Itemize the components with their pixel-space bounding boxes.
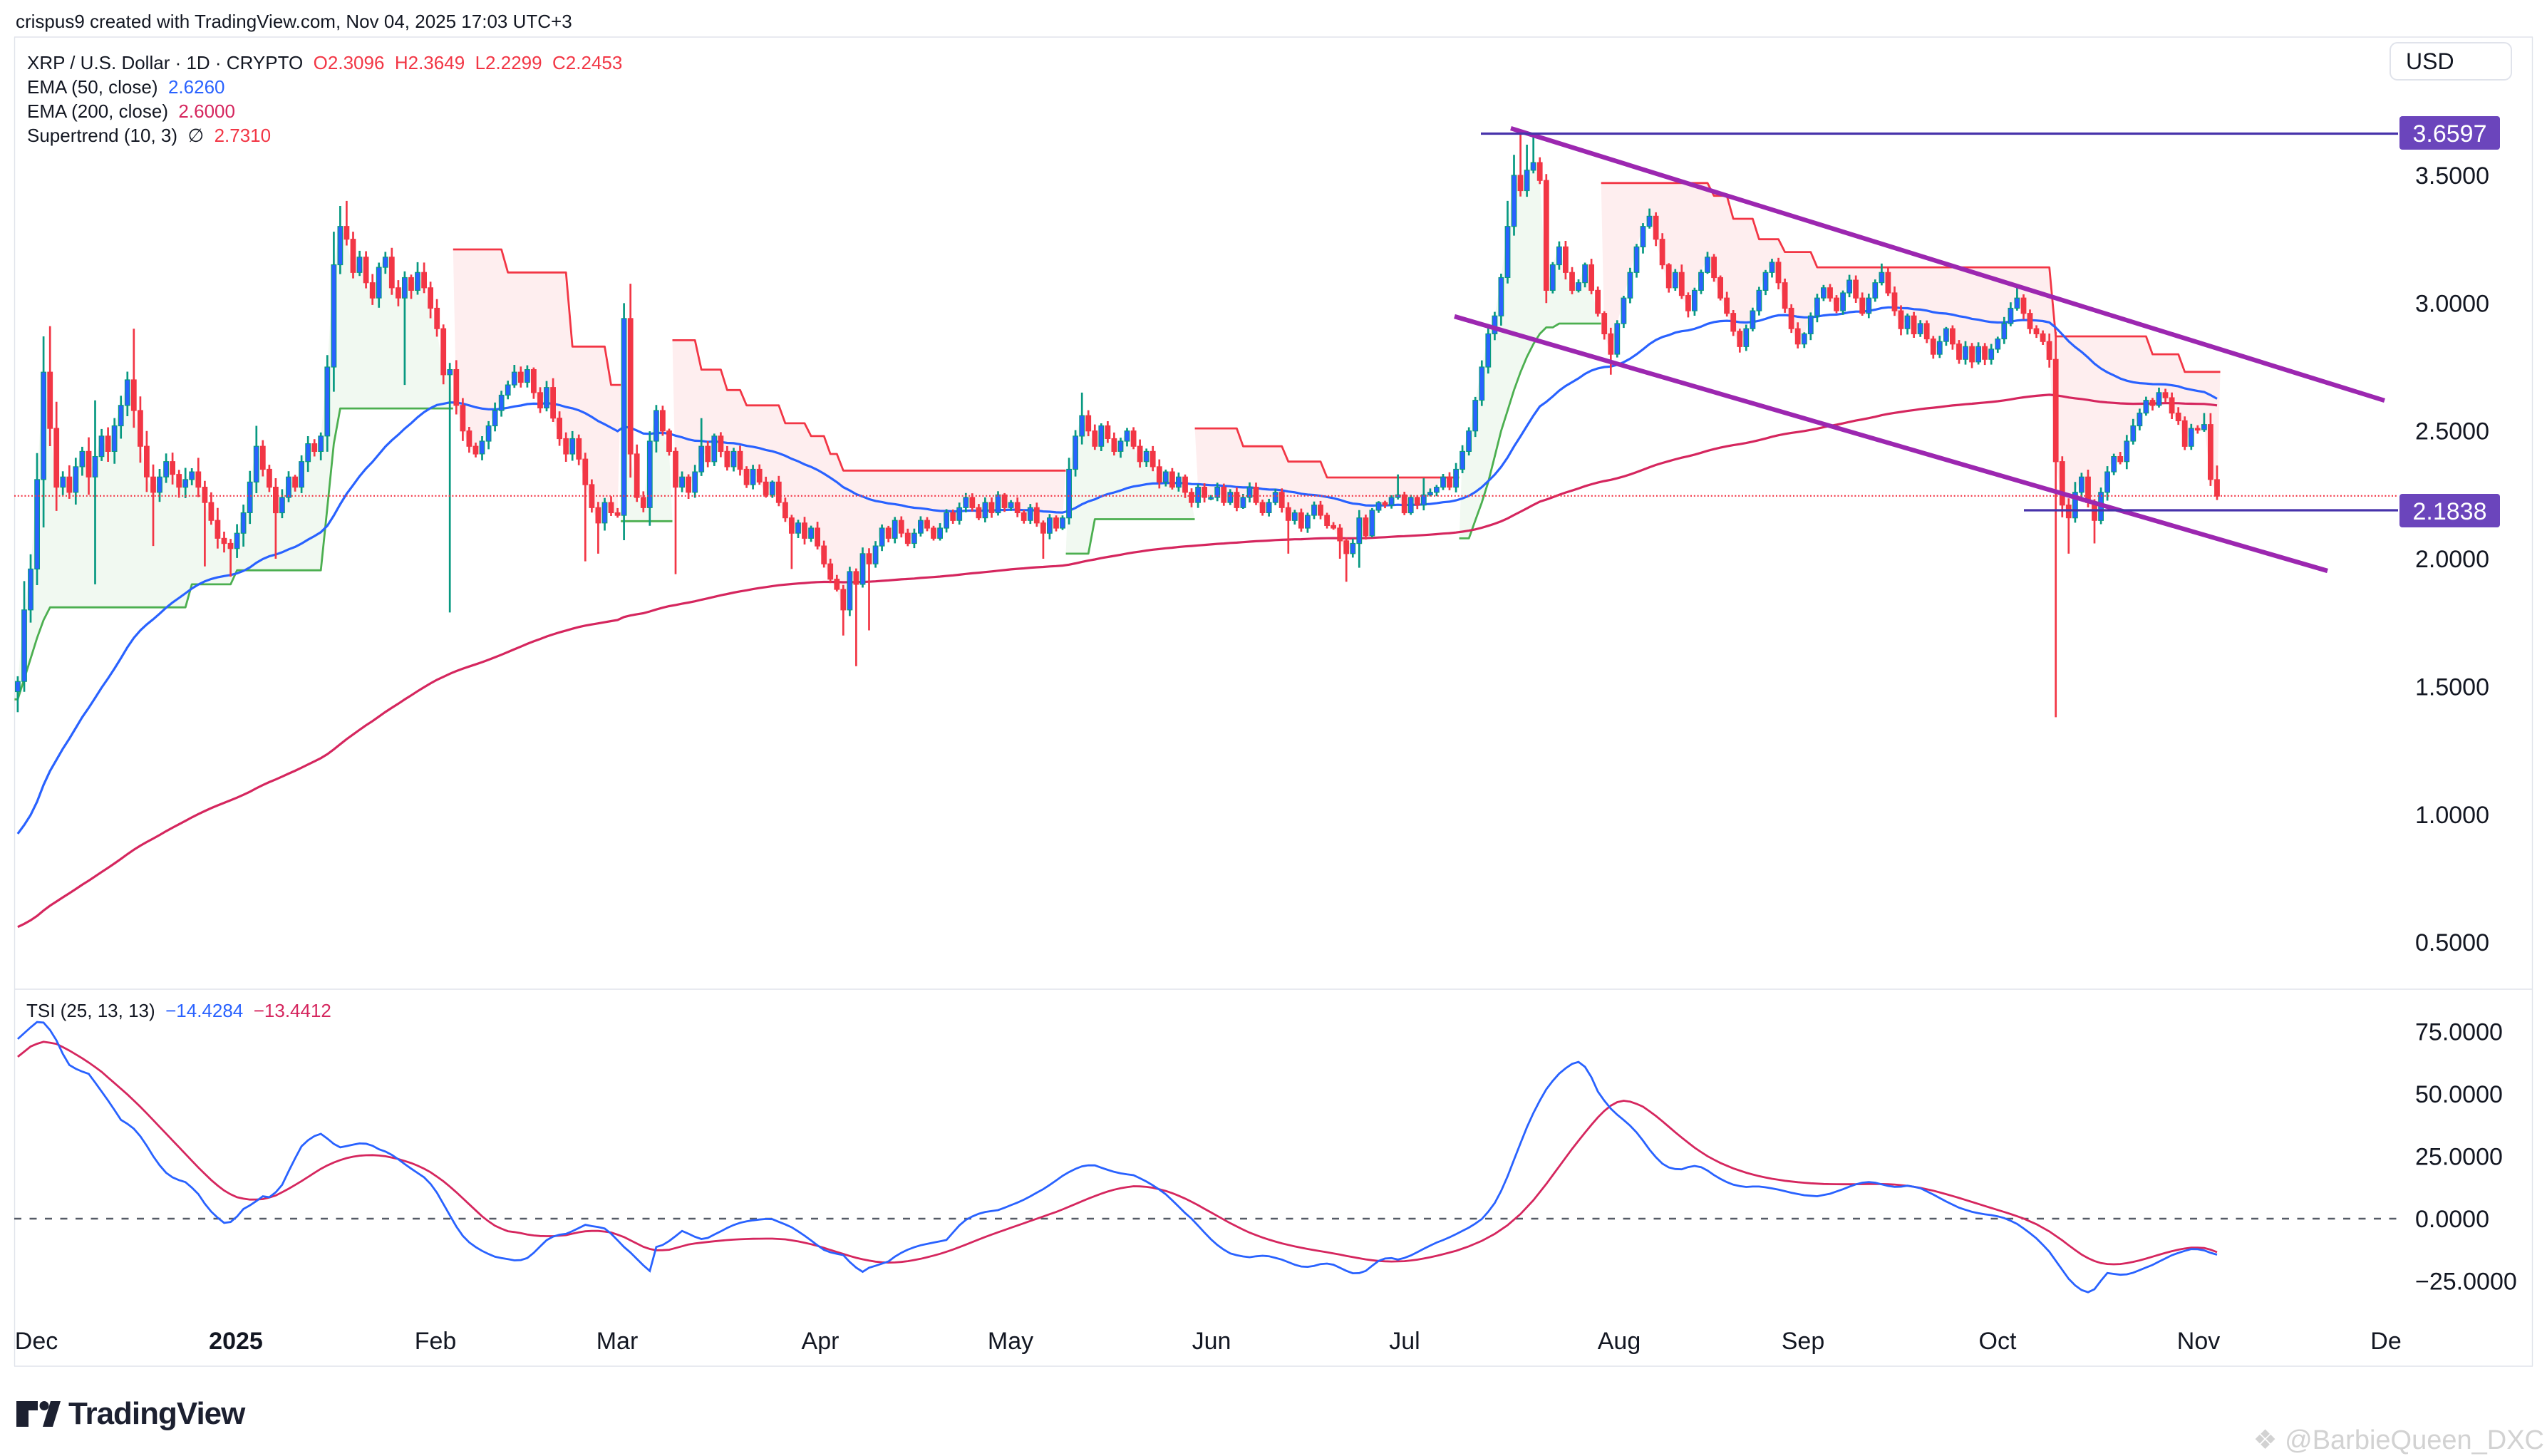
svg-text:75.0000: 75.0000	[2415, 1019, 2503, 1046]
svg-text:−25.0000: −25.0000	[2415, 1269, 2517, 1296]
svg-text:2.0000: 2.0000	[2415, 546, 2489, 573]
svg-text:Nov: Nov	[2177, 1328, 2220, 1355]
svg-text:3.5000: 3.5000	[2415, 162, 2489, 190]
svg-text:Sep: Sep	[1782, 1328, 1825, 1355]
svg-text:1.0000: 1.0000	[2415, 802, 2489, 829]
svg-text:0.0000: 0.0000	[2415, 1206, 2489, 1233]
svg-text:Apr: Apr	[802, 1328, 839, 1355]
svg-text:Jul: Jul	[1389, 1328, 1420, 1355]
svg-text:1.5000: 1.5000	[2415, 673, 2489, 701]
svg-text:Feb: Feb	[415, 1328, 457, 1355]
svg-text:Dec: Dec	[15, 1328, 58, 1355]
svg-text:USD: USD	[2406, 48, 2454, 74]
svg-text:3.0000: 3.0000	[2415, 290, 2489, 317]
svg-text:2025: 2025	[209, 1328, 263, 1355]
svg-text:May: May	[988, 1328, 1033, 1355]
svg-text:0.5000: 0.5000	[2415, 929, 2489, 956]
svg-text:Oct: Oct	[1979, 1328, 2017, 1355]
svg-text:2.5000: 2.5000	[2415, 418, 2489, 445]
svg-text:Mar: Mar	[596, 1328, 639, 1355]
svg-text:Aug: Aug	[1598, 1328, 1641, 1355]
svg-text:3.6597: 3.6597	[2413, 120, 2487, 148]
svg-text:2.1838: 2.1838	[2413, 498, 2487, 525]
svg-text:25.0000: 25.0000	[2415, 1144, 2503, 1171]
svg-text:De: De	[2370, 1328, 2401, 1355]
svg-text:50.0000: 50.0000	[2415, 1081, 2503, 1108]
svg-text:Jun: Jun	[1192, 1328, 1231, 1355]
